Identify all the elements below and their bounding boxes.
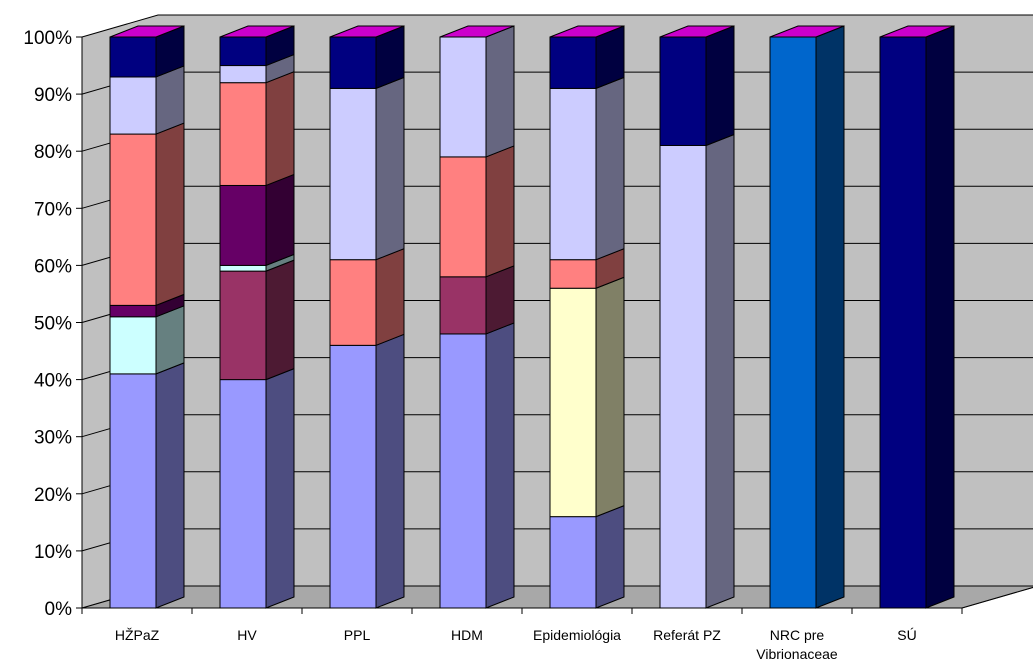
- bar-segment-side: [705, 25, 735, 147]
- bar-segment-side: [595, 76, 625, 261]
- bar-segment-front: [549, 516, 597, 609]
- bar-segment-side: [485, 322, 515, 609]
- bar-segment-front: [109, 373, 157, 609]
- bar-segment-side: [265, 367, 295, 609]
- bar-segment-front: [219, 65, 267, 84]
- bar-segment-front: [439, 276, 487, 335]
- bar-top: [109, 25, 185, 38]
- bar-segment-front: [219, 184, 267, 266]
- x-category-label: Referát PZ: [653, 627, 721, 643]
- bar-segment-side: [925, 25, 955, 609]
- bar-segment-side: [595, 504, 625, 609]
- y-tick-label: 90%: [34, 85, 72, 106]
- y-tick-label: 70%: [34, 199, 72, 220]
- bar-segment-side: [265, 173, 295, 267]
- bar-segment-front: [109, 316, 157, 375]
- bar-stack: [329, 25, 405, 609]
- bar-segment-side: [265, 70, 295, 187]
- bar-segment-front: [549, 36, 597, 89]
- bar-segment-front: [329, 344, 377, 609]
- bar-segment-front: [549, 287, 597, 518]
- x-axis-category-labels: HŽPaZ HV PPL HDM Epidemiológia Referát PZ NRC …: [115, 627, 917, 662]
- y-tick-label: 40%: [34, 371, 72, 392]
- bar-segment-front: [439, 36, 487, 158]
- y-axis-tick-labels: 0% 10% 20% 30% 40% 50% 60% 70% 80% 90% 100%: [23, 28, 82, 620]
- bar-segment-side: [155, 305, 185, 375]
- bar-segment-front: [109, 133, 157, 306]
- bar-segment-side: [375, 76, 405, 261]
- bar-segment-side: [265, 259, 295, 381]
- bar-segment-front: [769, 36, 817, 609]
- bar-top: [219, 25, 295, 38]
- bar-segment-side: [485, 145, 515, 278]
- bar-stack: [659, 25, 735, 609]
- bar-stack: [769, 25, 845, 609]
- bar-top: [659, 25, 735, 38]
- bar-segment-side: [595, 276, 625, 518]
- x-category-label: PPL: [344, 627, 371, 643]
- bar-segment-front: [219, 36, 267, 67]
- bar-segment-front: [219, 270, 267, 381]
- bar-segment-side: [375, 333, 405, 609]
- bar-segment-front: [549, 87, 597, 261]
- y-tick-label: 30%: [34, 428, 72, 449]
- bar-segment-side: [375, 247, 405, 347]
- bar-segment-front: [659, 36, 707, 146]
- x-category-label: Vibrionaceae: [756, 646, 838, 662]
- bar-segment-front: [439, 333, 487, 609]
- y-tick-label: 60%: [34, 256, 72, 277]
- y-tick-label: 20%: [34, 485, 72, 506]
- x-category-label: HŽPaZ: [115, 627, 160, 643]
- bar-segment-side: [155, 362, 185, 609]
- y-tick-label: 0%: [45, 599, 73, 620]
- bar-top: [439, 25, 515, 38]
- y-tick-label: 100%: [23, 28, 72, 49]
- bar-segment-front: [329, 259, 377, 346]
- bar-segment-front: [879, 36, 927, 609]
- y-tick-label: 10%: [34, 542, 72, 563]
- bar-segment-front: [219, 264, 267, 272]
- bar-segment-side: [485, 265, 515, 335]
- bar-top: [549, 25, 625, 38]
- bar-top: [329, 25, 405, 38]
- bar-segment-front: [329, 87, 377, 261]
- bars: [109, 25, 955, 609]
- bar-segment-front: [219, 82, 267, 186]
- x-category-label: Epidemiológia: [533, 627, 621, 643]
- gridline: [81, 14, 1033, 38]
- bar-stack: [109, 25, 185, 609]
- bar-segment-front: [329, 36, 377, 89]
- x-category-label: HDM: [451, 627, 483, 643]
- x-axis-ticks: [81, 608, 963, 614]
- bar-segment-side: [705, 133, 735, 609]
- bar-segment-front: [439, 156, 487, 278]
- x-category-label: HV: [237, 627, 257, 643]
- x-category-label: SÚ: [897, 627, 916, 643]
- bar-stack: [439, 25, 515, 609]
- floor-edge: [961, 586, 1033, 609]
- bar-stack: [549, 25, 625, 609]
- bar-segment-side: [815, 25, 845, 609]
- bar-segment-front: [659, 144, 707, 609]
- bar-segment-front: [109, 36, 157, 78]
- bar-segment-front: [219, 379, 267, 609]
- bar-segment-side: [155, 65, 185, 135]
- bar-top: [879, 25, 955, 38]
- bar-segment-front: [109, 304, 157, 318]
- bar-stack: [219, 25, 295, 609]
- bar-segment-front: [549, 259, 597, 289]
- x-category-label: NRC pre: [770, 627, 825, 643]
- bar-stack: [879, 25, 955, 609]
- bar-top: [769, 25, 845, 38]
- y-tick-label: 50%: [34, 314, 72, 335]
- bar-segment-side: [155, 122, 185, 307]
- bar-segment-front: [109, 76, 157, 135]
- bar-segment-side: [485, 25, 515, 158]
- y-tick-label: 80%: [34, 142, 72, 163]
